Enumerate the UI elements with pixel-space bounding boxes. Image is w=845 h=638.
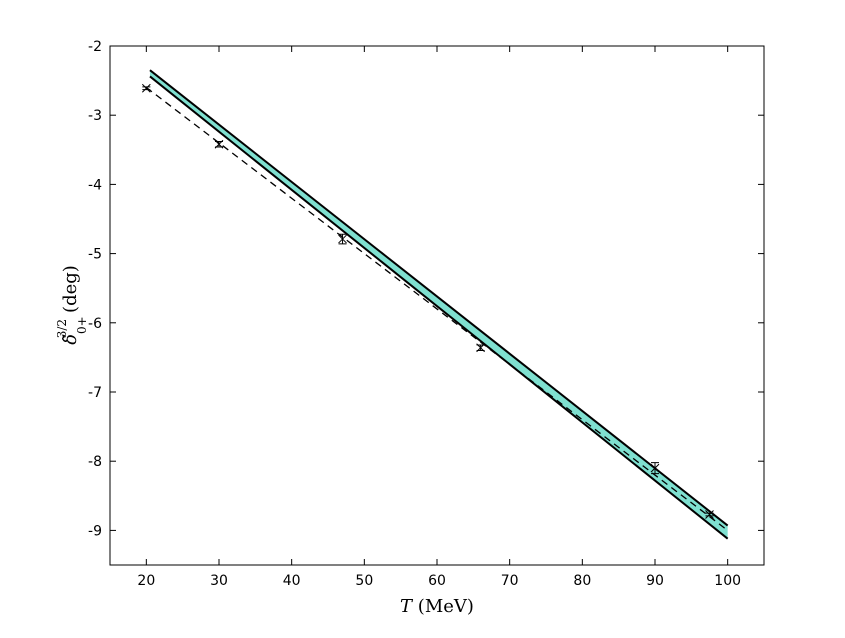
data-point [141, 83, 151, 93]
x-tick-label: 60 [428, 573, 446, 589]
y-axis-label: δ̃0+ 3/2 (deg) [55, 265, 89, 345]
y-tick-label: -9 [88, 523, 102, 539]
data-point [476, 343, 485, 353]
x-tick-label: 80 [573, 573, 591, 589]
x-tick-label: 70 [501, 573, 519, 589]
x-label-unit: (MeV) [418, 596, 474, 617]
y-label-unit: (deg) [60, 265, 81, 313]
y-label-sub: 0+ [75, 316, 89, 334]
dashed-line [145, 87, 729, 531]
x-tick-label: 40 [283, 573, 301, 589]
x-tick-label: 100 [714, 573, 741, 589]
y-tick-label: -8 [88, 454, 102, 470]
x-tick-label: 90 [646, 573, 664, 589]
band-edge [149, 69, 729, 527]
data-point [338, 234, 347, 244]
data-point [214, 139, 224, 149]
x-tick-label: 50 [355, 573, 373, 589]
data-point [650, 463, 660, 473]
y-tick-label: -3 [88, 108, 102, 124]
x-axis-label: T (MeV) [400, 596, 474, 617]
y-tick-label: -2 [88, 39, 102, 55]
y-label-symbol: δ̃ [60, 334, 81, 345]
y-tick-label: -7 [88, 385, 102, 401]
x-tick-label: 30 [210, 573, 228, 589]
y-tick-label: -6 [88, 316, 102, 332]
y-tick-label: -4 [88, 177, 102, 193]
x-tick-label: 20 [137, 573, 155, 589]
band-edge [149, 75, 729, 540]
x-label-symbol: T [400, 596, 414, 617]
y-label-sup: 3/2 [55, 319, 69, 338]
y-tick-label: -5 [88, 247, 102, 263]
band-fill [149, 70, 728, 539]
data-point [705, 510, 714, 519]
